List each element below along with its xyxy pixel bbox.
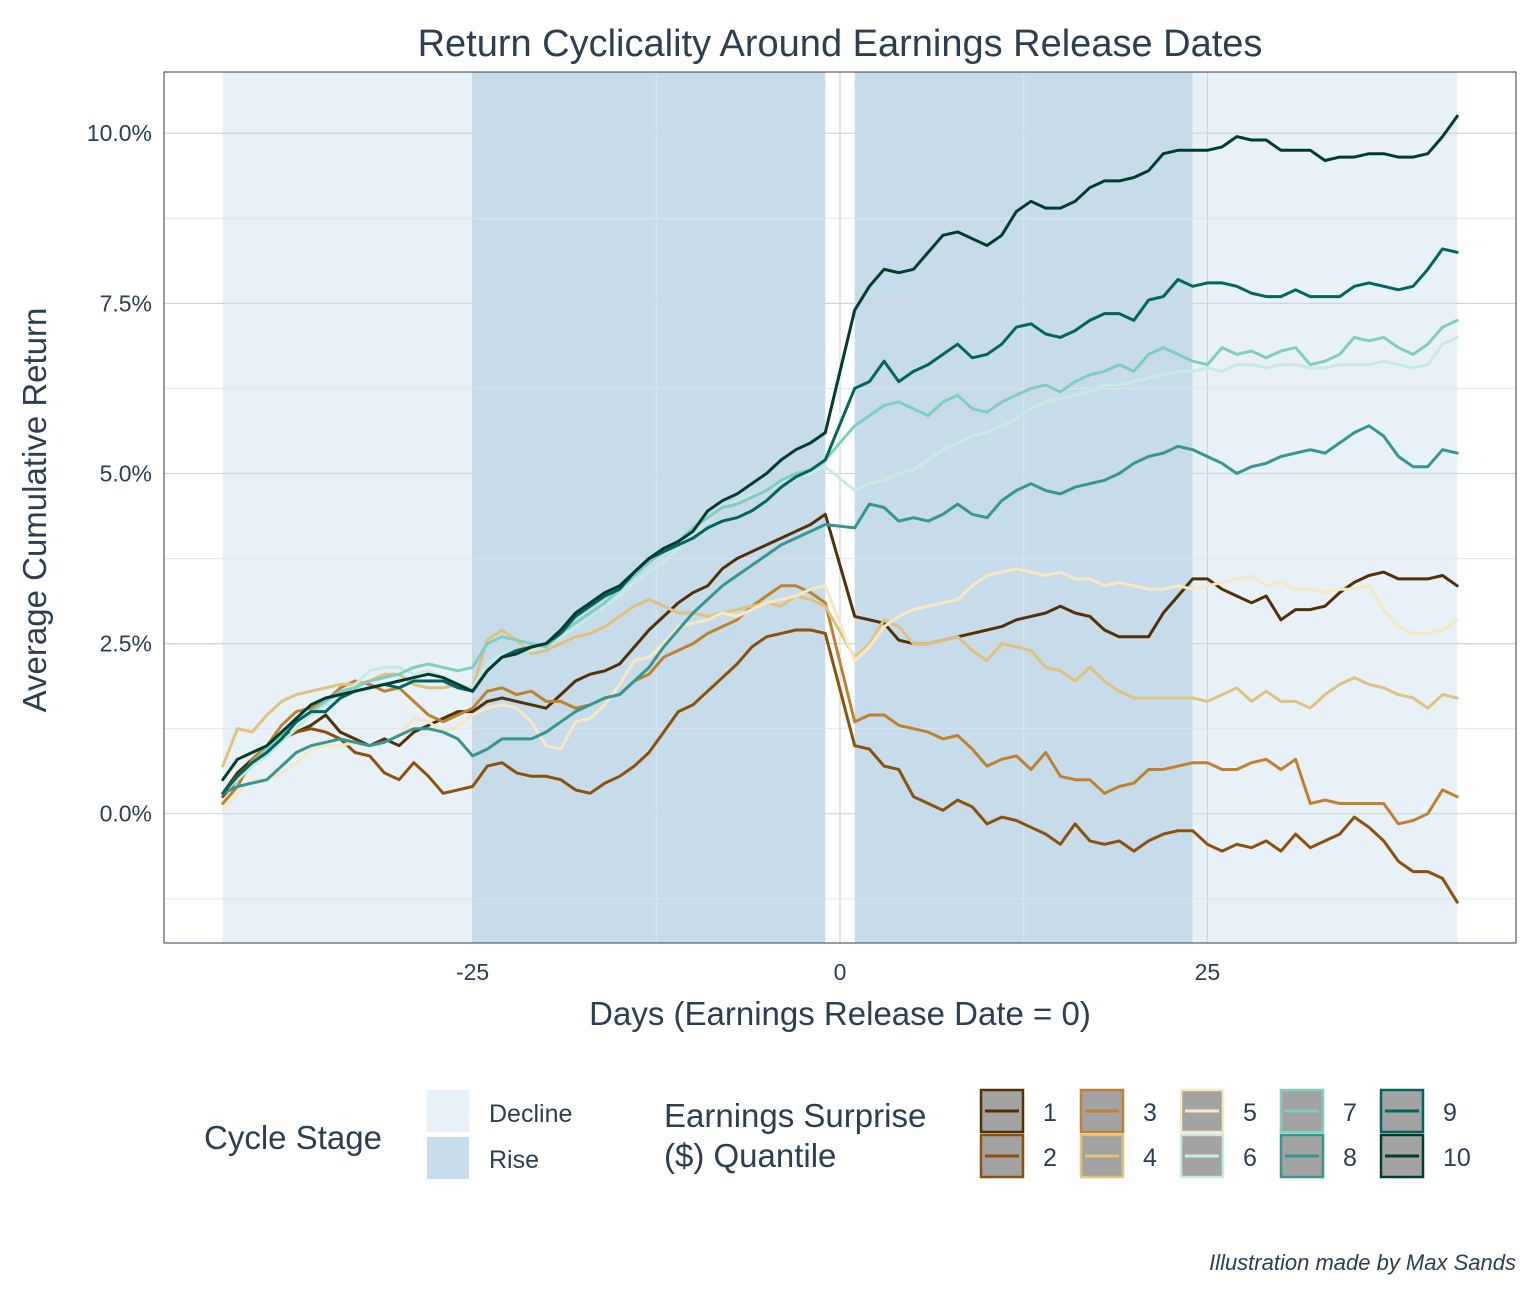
series-line-quantile-3 (221, 584, 1459, 826)
x-tick-label: -25 (456, 959, 489, 985)
legend-swatch-decline (427, 1090, 469, 1132)
x-tick-label: 25 (1195, 959, 1221, 985)
y-tick-label: 10.0% (87, 120, 152, 146)
series-line-quantile-5 (221, 567, 1459, 812)
series-line-quantile-7 (221, 318, 1459, 795)
x-axis-ticks: -25 0 25 (456, 959, 1220, 985)
legend-label-quantile-2: 2 (1043, 1144, 1057, 1172)
legend-cycle-stage-title: Cycle Stage (204, 1119, 382, 1156)
legend-cycle-stage: Cycle Stage Decline Rise (204, 1090, 572, 1179)
legend-label-quantile-1: 1 (1043, 1099, 1057, 1127)
y-tick-label: 2.5% (100, 631, 152, 657)
x-axis-title: Days (Earnings Release Date = 0) (589, 995, 1091, 1032)
cycle-stage-bands (222, 72, 1458, 943)
y-axis-title: Average Cumulative Return (16, 308, 53, 713)
band-decline-0 (222, 72, 473, 943)
legend-label-quantile-6: 6 (1243, 1144, 1257, 1172)
legend-label-quantile-4: 4 (1143, 1144, 1157, 1172)
plot-panel-border (163, 71, 1517, 944)
y-tick-label: 7.5% (100, 290, 152, 316)
y-axis-ticks: 0.0% 2.5% 5.0% 7.5% 10.0% (87, 120, 152, 826)
series-line-quantile-9 (221, 247, 1459, 795)
legend-quantile: Earnings Surprise ($) Quantile 1 2 3 4 5 6 7 8 9… (664, 1088, 1471, 1179)
legend-quantile-keys: 1 2 3 4 5 6 7 8 9 10 (979, 1088, 1471, 1179)
caption: Illustration made by Max Sands (1209, 1250, 1516, 1275)
legend-quantile-title-line2: ($) Quantile (664, 1137, 836, 1174)
legend-label-quantile-3: 3 (1143, 1099, 1157, 1127)
legend-label-quantile-7: 7 (1343, 1099, 1357, 1127)
band-rise-1 (472, 72, 826, 943)
series-line-quantile-10 (221, 114, 1459, 782)
series-lines (221, 114, 1459, 904)
series-line-quantile-1 (221, 512, 1459, 795)
y-tick-label: 0.0% (100, 801, 152, 827)
x-tick-label: 0 (834, 959, 847, 985)
chart-title: Return Cyclicality Around Earnings Relea… (418, 23, 1263, 65)
legend-label-quantile-10: 10 (1443, 1144, 1471, 1172)
legend-quantile-title-line1: Earnings Surprise (664, 1097, 926, 1134)
series-line-quantile-2 (221, 628, 1459, 904)
legend-label-quantile-8: 8 (1343, 1144, 1357, 1172)
y-tick-label: 5.0% (100, 460, 152, 486)
legend-label-quantile-5: 5 (1243, 1099, 1257, 1127)
legend-label-quantile-9: 9 (1443, 1099, 1457, 1127)
band-decline-3 (1192, 72, 1458, 943)
legend-label-rise: Rise (489, 1146, 539, 1174)
legend-label-decline: Decline (489, 1100, 572, 1128)
series-line-quantile-6 (221, 335, 1459, 795)
legend-swatch-rise (427, 1137, 469, 1179)
series-line-quantile-8 (221, 424, 1459, 795)
gridlines (164, 72, 1516, 943)
series-line-quantile-4 (221, 594, 1459, 768)
